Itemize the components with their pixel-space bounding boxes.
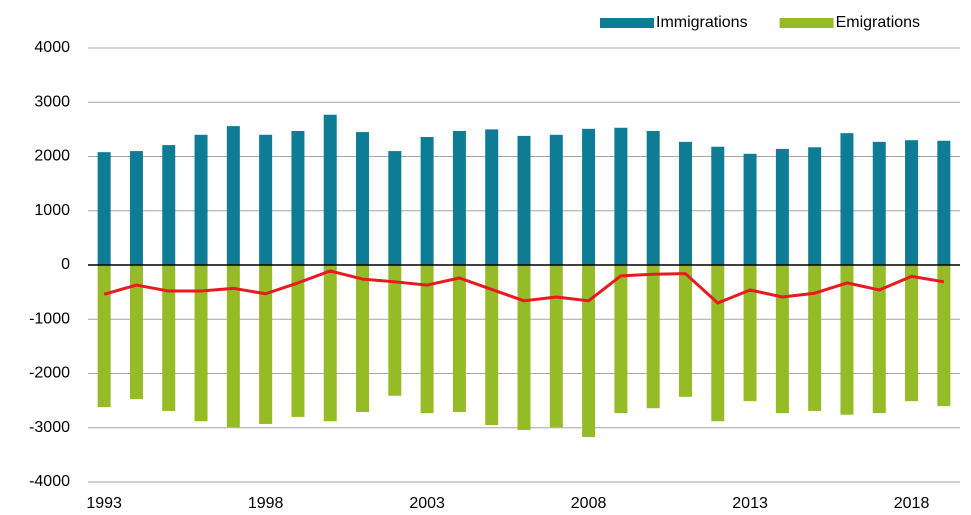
bar — [323, 265, 337, 422]
bar — [872, 265, 886, 414]
y-tick-label: -1000 — [29, 310, 70, 327]
bar — [485, 265, 499, 426]
bar — [226, 126, 240, 266]
y-tick-label: 1000 — [34, 202, 70, 219]
bar — [420, 136, 434, 265]
x-tick-label: 2008 — [571, 495, 607, 512]
y-tick-label: 3000 — [34, 93, 70, 110]
bar — [905, 140, 919, 265]
y-tick-label: 0 — [61, 256, 70, 273]
bar — [162, 145, 176, 265]
bar — [194, 134, 208, 265]
y-tick-label: -4000 — [29, 473, 70, 490]
bar — [129, 265, 143, 399]
bar — [905, 265, 919, 402]
x-tick-label: 2013 — [732, 495, 768, 512]
bar — [743, 265, 757, 402]
bar — [937, 265, 951, 407]
bar — [840, 133, 854, 265]
bar — [549, 134, 563, 265]
bar — [678, 265, 692, 397]
bar — [517, 265, 531, 430]
bar — [614, 127, 628, 265]
bar — [937, 140, 951, 265]
bar — [162, 265, 176, 411]
bar — [582, 265, 596, 437]
legend-swatch — [779, 18, 834, 28]
bar — [388, 151, 402, 265]
bar — [452, 265, 466, 413]
bar — [711, 146, 725, 265]
x-tick-label: 1993 — [86, 495, 122, 512]
bar — [614, 265, 628, 414]
bar — [356, 132, 370, 265]
bar — [775, 265, 789, 414]
bar — [582, 128, 596, 265]
x-tick-label: 2018 — [894, 495, 930, 512]
bar — [388, 265, 402, 396]
line — [103, 269, 945, 305]
bar — [226, 265, 240, 428]
bar — [485, 129, 499, 265]
bar — [808, 265, 822, 411]
x-tick-label: 2003 — [409, 495, 445, 512]
bar — [646, 265, 660, 409]
bar — [129, 151, 143, 265]
bar — [872, 141, 886, 265]
bar — [452, 131, 466, 265]
bar — [808, 147, 822, 265]
bar — [775, 148, 789, 265]
legend-label: Emigrations — [836, 14, 920, 31]
bar — [97, 265, 111, 408]
bar — [194, 265, 208, 422]
legend-label: Immigrations — [656, 14, 748, 31]
y-tick-label: -2000 — [29, 365, 70, 382]
y-tick-label: 2000 — [34, 148, 70, 165]
bar — [517, 135, 531, 265]
bar — [259, 134, 273, 265]
x-tick-label: 1998 — [248, 495, 284, 512]
bar — [743, 153, 757, 265]
bar — [97, 152, 111, 265]
bar — [259, 265, 273, 424]
bar — [549, 265, 563, 428]
bar — [646, 131, 660, 265]
bar — [323, 114, 337, 265]
y-tick-label: -3000 — [29, 419, 70, 436]
y-tick-label: 4000 — [34, 39, 70, 56]
bar — [678, 141, 692, 265]
bar — [420, 265, 434, 414]
bar — [840, 265, 854, 415]
legend-swatch — [600, 18, 654, 28]
bar — [291, 265, 305, 417]
bar — [711, 265, 725, 422]
bar — [356, 265, 370, 413]
bar — [291, 131, 305, 265]
